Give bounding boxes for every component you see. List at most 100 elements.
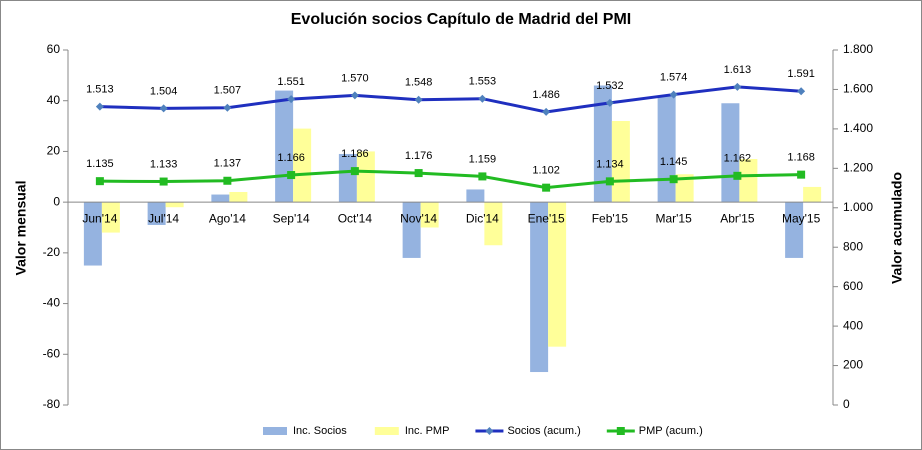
bar — [211, 194, 230, 203]
legend-swatch — [374, 427, 399, 435]
marker — [669, 175, 678, 184]
data-label: 1.507 — [214, 85, 242, 97]
data-label: 1.102 — [532, 165, 560, 177]
bar — [338, 153, 357, 203]
x-tick-label: Jul'14 — [148, 211, 179, 225]
data-label: 1.532 — [596, 80, 624, 92]
y2-tick-label: 1.000 — [843, 200, 873, 214]
marker — [797, 170, 806, 179]
data-label: 1.168 — [787, 152, 815, 164]
bar — [275, 90, 294, 203]
line — [99, 85, 802, 114]
y2-tick-label: 1.800 — [843, 42, 873, 56]
bar — [165, 202, 184, 208]
x-tick-label: Abr'15 — [720, 211, 755, 225]
y-tick-label: 0 — [53, 194, 60, 208]
marker — [478, 94, 487, 103]
marker — [414, 95, 423, 104]
y-tick-label: 20 — [47, 144, 61, 158]
legend-label: Socios (acum.) — [507, 425, 580, 437]
data-label: 1.145 — [660, 156, 688, 168]
x-tick-label: Sep'14 — [273, 211, 310, 225]
bar — [229, 192, 248, 203]
bar — [83, 202, 102, 266]
x-tick-label: Feb'15 — [592, 211, 629, 225]
bar — [147, 202, 166, 225]
bar — [101, 202, 120, 233]
data-label: 1.591 — [787, 68, 815, 80]
legend-label: Inc. PMP — [405, 425, 450, 437]
x-tick-label: Dic'14 — [466, 211, 499, 225]
marker — [733, 82, 742, 91]
bar — [484, 202, 503, 246]
bar — [657, 95, 676, 203]
x-tick-label: Mar'15 — [655, 211, 692, 225]
data-label: 1.570 — [341, 72, 369, 84]
x-tick-label: Ago'14 — [209, 211, 246, 225]
data-label: 1.133 — [150, 158, 178, 170]
y2-tick-label: 600 — [843, 279, 863, 293]
y-tick-label: -40 — [43, 296, 61, 310]
y-tick-label: -80 — [43, 397, 61, 411]
data-label: 1.135 — [86, 158, 114, 170]
legend-swatch — [263, 427, 287, 435]
y2-tick-label: 200 — [843, 358, 863, 372]
data-label: 1.166 — [277, 152, 305, 164]
data-label: 1.548 — [405, 77, 433, 89]
marker — [797, 87, 806, 96]
marker — [733, 171, 742, 180]
y-axis-label: Valor mensual — [13, 181, 29, 276]
marker — [95, 102, 104, 111]
y2-tick-label: 0 — [843, 397, 850, 411]
data-label: 1.551 — [277, 76, 305, 88]
bar — [402, 202, 421, 258]
marker — [159, 104, 168, 113]
legend-label: PMP (acum.) — [639, 425, 703, 437]
bar — [803, 186, 822, 203]
data-label: 1.137 — [214, 158, 242, 170]
y2-tick-label: 1.200 — [843, 161, 873, 175]
marker — [669, 90, 678, 99]
marker — [223, 176, 232, 185]
y2-tick-label: 1.400 — [843, 121, 873, 135]
y-tick-label: 60 — [47, 42, 61, 56]
bar — [530, 202, 549, 373]
marker — [414, 169, 423, 178]
bar — [548, 202, 567, 347]
data-label: 1.159 — [469, 153, 497, 165]
bar — [675, 174, 694, 203]
marker — [605, 177, 614, 186]
data-label: 1.186 — [341, 148, 369, 160]
y-tick-label: -20 — [43, 245, 61, 259]
bar — [466, 189, 485, 203]
marker — [350, 91, 359, 100]
y-tick-label: 40 — [47, 93, 61, 107]
data-label: 1.504 — [150, 85, 178, 97]
x-tick-label: Nov'14 — [400, 211, 437, 225]
bar — [356, 151, 375, 203]
data-label: 1.176 — [405, 150, 433, 162]
y2-tick-label: 400 — [843, 318, 863, 332]
legend-marker — [485, 427, 494, 435]
marker — [287, 95, 296, 104]
marker — [95, 177, 104, 186]
legend-label: Inc. Socios — [293, 425, 347, 437]
y2-tick-label: 800 — [843, 239, 863, 253]
data-label: 1.162 — [724, 153, 752, 165]
y-tick-label: -60 — [43, 346, 61, 360]
data-label: 1.574 — [660, 71, 688, 83]
marker — [542, 107, 551, 116]
x-tick-label: Oct'14 — [338, 211, 373, 225]
bar — [420, 202, 439, 228]
data-label: 1.134 — [596, 158, 624, 170]
data-label: 1.553 — [469, 76, 497, 88]
x-tick-label: May'15 — [782, 211, 821, 225]
marker — [159, 177, 168, 186]
chart-title: Evolución socios Capítulo de Madrid del … — [291, 11, 631, 28]
legend-marker — [616, 427, 625, 435]
marker — [223, 103, 232, 112]
bar — [293, 128, 312, 203]
line — [99, 169, 802, 190]
bar — [739, 159, 758, 203]
